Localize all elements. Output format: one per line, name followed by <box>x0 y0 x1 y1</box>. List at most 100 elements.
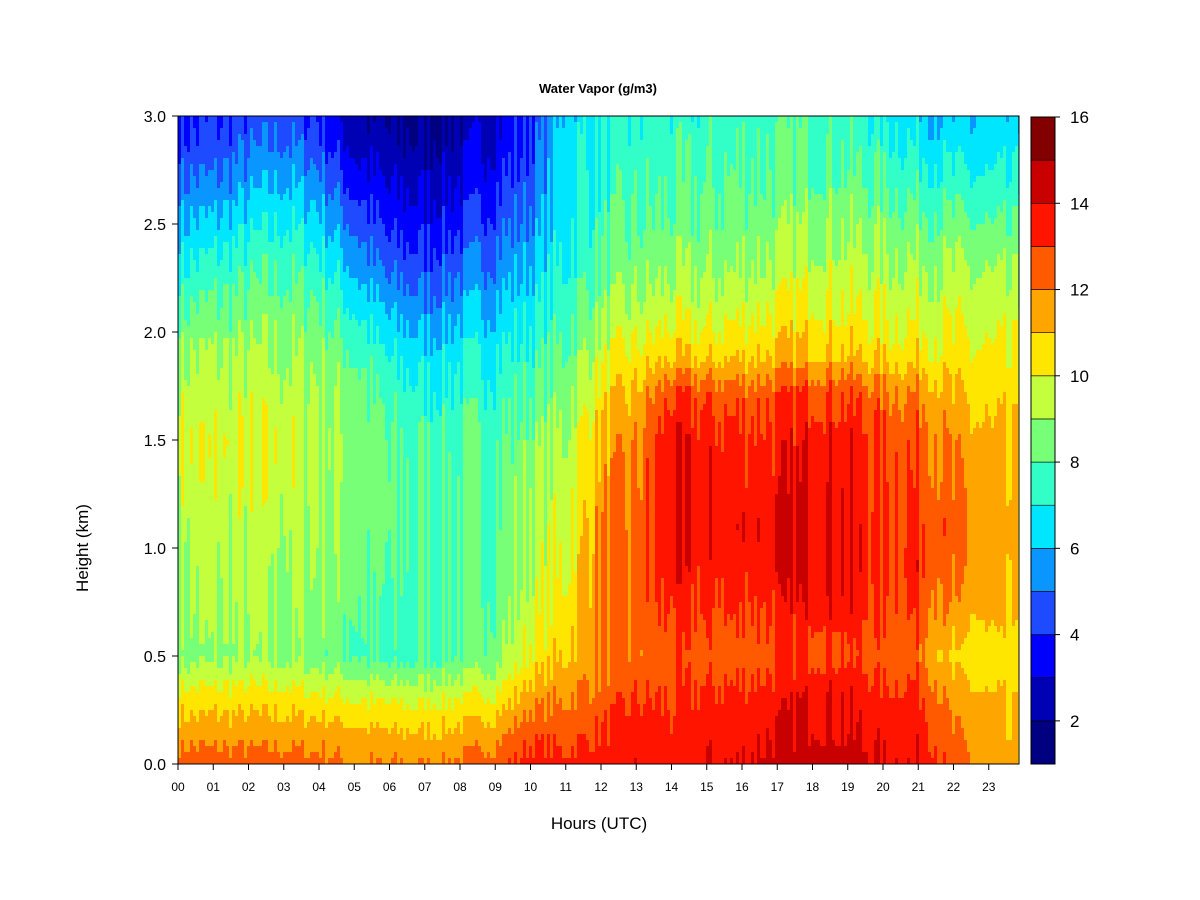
heatmap-cell <box>262 152 265 158</box>
heatmap-cell <box>196 668 199 674</box>
heatmap-cell <box>256 260 259 266</box>
heatmap-cell <box>292 332 295 338</box>
heatmap-cell <box>286 416 289 422</box>
heatmap-cell <box>310 302 313 308</box>
heatmap-cell <box>184 224 187 230</box>
heatmap-cell <box>184 752 187 758</box>
heatmap-cell <box>292 362 295 368</box>
heatmap-cell <box>274 236 277 242</box>
heatmap-cell <box>286 248 289 254</box>
heatmap-cell <box>301 386 304 392</box>
heatmap-cell <box>289 632 292 638</box>
heatmap-cell <box>247 596 250 602</box>
heatmap-cell <box>244 746 247 752</box>
heatmap-cell <box>232 464 235 470</box>
heatmap-cell <box>295 590 298 596</box>
heatmap-cell <box>187 302 190 308</box>
heatmap-cell <box>229 182 232 188</box>
heatmap-cell <box>292 404 295 410</box>
heatmap-cell <box>256 488 259 494</box>
heatmap-cell <box>187 488 190 494</box>
heatmap-cell <box>232 314 235 320</box>
heatmap-cell <box>268 344 271 350</box>
heatmap-cell <box>214 746 217 752</box>
heatmap-cell <box>259 224 262 230</box>
heatmap-cell <box>262 278 265 284</box>
heatmap-cell <box>184 734 187 740</box>
heatmap-cell <box>307 116 310 122</box>
heatmap-cell <box>316 236 319 242</box>
heatmap-cell <box>250 626 253 632</box>
heatmap-cell <box>301 560 304 566</box>
heatmap-cell <box>298 440 301 446</box>
heatmap-cell <box>250 542 253 548</box>
heatmap-cell <box>310 284 313 290</box>
heatmap-cell <box>310 746 313 752</box>
heatmap-cell <box>268 656 271 662</box>
heatmap-cell <box>280 314 283 320</box>
heatmap-cell <box>199 338 202 344</box>
heatmap-cell <box>259 356 262 362</box>
heatmap-cell <box>202 272 205 278</box>
heatmap-cell <box>181 536 184 542</box>
heatmap-cell <box>235 644 238 650</box>
heatmap-cell <box>268 542 271 548</box>
heatmap-cell <box>211 242 214 248</box>
heatmap-cell <box>181 752 184 758</box>
heatmap-cell <box>202 488 205 494</box>
heatmap-cell <box>193 686 196 692</box>
heatmap-cell <box>271 122 274 128</box>
heatmap-cell <box>202 686 205 692</box>
heatmap-cell <box>283 632 286 638</box>
heatmap-cell <box>292 710 295 716</box>
heatmap-cell <box>262 482 265 488</box>
heatmap-cell <box>301 704 304 710</box>
heatmap-cell <box>181 686 184 692</box>
heatmap-cell <box>253 320 256 326</box>
heatmap-cell <box>292 644 295 650</box>
heatmap-cell <box>223 242 226 248</box>
heatmap-cell <box>229 350 232 356</box>
heatmap-cell <box>190 236 193 242</box>
heatmap-cell <box>295 608 298 614</box>
heatmap-cell <box>184 386 187 392</box>
heatmap-cell <box>178 476 181 482</box>
heatmap-cell <box>298 230 301 236</box>
heatmap-cell <box>187 734 190 740</box>
heatmap-cell <box>217 170 220 176</box>
heatmap-cell <box>253 404 256 410</box>
heatmap-cell <box>220 608 223 614</box>
heatmap-cell <box>262 242 265 248</box>
heatmap-cell <box>223 704 226 710</box>
heatmap-cell <box>184 536 187 542</box>
heatmap-cell <box>310 458 313 464</box>
heatmap-cell <box>274 170 277 176</box>
heatmap-cell <box>217 224 220 230</box>
heatmap-cell <box>292 296 295 302</box>
heatmap-cell <box>301 260 304 266</box>
heatmap-cell <box>196 182 199 188</box>
heatmap-cell <box>232 752 235 758</box>
heatmap-cell <box>256 140 259 146</box>
heatmap-cell <box>259 620 262 626</box>
heatmap-cell <box>208 704 211 710</box>
heatmap-cell <box>286 536 289 542</box>
heatmap-cell <box>181 578 184 584</box>
heatmap-cell <box>187 458 190 464</box>
heatmap-cell <box>181 434 184 440</box>
heatmap-cell <box>283 356 286 362</box>
heatmap-cell <box>220 248 223 254</box>
heatmap-cell <box>250 128 253 134</box>
heatmap-cell <box>208 686 211 692</box>
heatmap-cell <box>211 218 214 224</box>
heatmap-cell <box>292 446 295 452</box>
heatmap-cell <box>226 740 229 746</box>
heatmap-cell <box>313 356 316 362</box>
heatmap-cell <box>283 716 286 722</box>
heatmap-cell <box>211 296 214 302</box>
heatmap-cell <box>307 554 310 560</box>
heatmap-cell <box>268 290 271 296</box>
heatmap-cell <box>271 608 274 614</box>
heatmap-cell <box>280 188 283 194</box>
heatmap-cell <box>247 206 250 212</box>
